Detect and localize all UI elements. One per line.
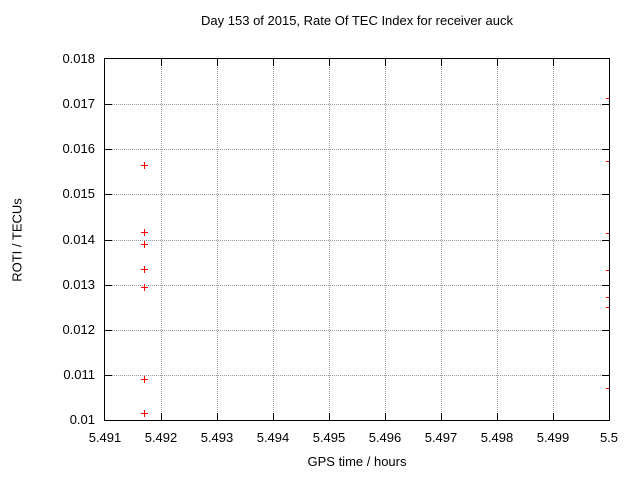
data-point-marker	[606, 304, 609, 311]
y-tick-label: 0.016	[62, 141, 95, 157]
gridline-horizontal	[105, 194, 609, 196]
axis-tick-top	[329, 59, 330, 66]
axis-tick-right	[602, 239, 609, 241]
data-point-marker	[141, 283, 149, 291]
data-point-marker	[141, 241, 149, 249]
y-tick-label: 0.014	[62, 231, 95, 247]
x-tick-label: 5.5	[599, 430, 619, 445]
axis-tick-right	[602, 374, 609, 376]
axis-tick-left	[105, 239, 112, 241]
axis-tick-left	[105, 284, 112, 286]
axis-tick-left	[105, 149, 112, 151]
axis-tick-bottom	[385, 413, 386, 420]
gridline-horizontal	[105, 329, 609, 331]
axis-tick-top	[385, 59, 386, 66]
y-tick-label: 0.015	[62, 186, 95, 202]
gridline-vertical	[441, 59, 442, 420]
axis-tick-top	[161, 59, 162, 66]
axis-tick-right	[602, 329, 609, 331]
chart-title: Day 153 of 2015, Rate Of TEC Index for r…	[201, 13, 513, 28]
plot-border	[104, 58, 610, 421]
data-point-marker	[141, 228, 149, 236]
x-tick-label: 5.496	[368, 430, 402, 445]
axis-tick-left	[105, 329, 112, 331]
axis-tick-top	[273, 59, 274, 66]
data-point-marker	[606, 230, 609, 237]
gridline-horizontal	[105, 374, 609, 376]
gridline-horizontal	[105, 284, 609, 286]
gridline-vertical	[385, 59, 386, 420]
gridline-vertical	[217, 59, 218, 420]
axis-tick-top	[441, 59, 442, 66]
x-tick-label: 5.494	[256, 430, 290, 445]
y-tick-label: 0.017	[62, 96, 95, 112]
data-point-marker	[606, 95, 609, 102]
x-tick-label: 5.492	[144, 430, 178, 445]
axis-tick-right	[602, 194, 609, 196]
plot-area	[105, 59, 609, 420]
data-point-marker	[606, 158, 609, 165]
y-tick-label: 0.01	[69, 412, 95, 427]
gridline-vertical	[161, 59, 162, 420]
data-point-marker	[141, 410, 149, 418]
axis-tick-top	[497, 59, 498, 66]
y-tick-label: 0.013	[62, 276, 95, 292]
gridline-vertical	[329, 59, 330, 420]
data-point-marker	[606, 267, 609, 274]
y-tick-label: 0.012	[62, 321, 95, 337]
axis-tick-bottom	[441, 413, 442, 420]
gridline-vertical	[553, 59, 554, 420]
x-tick-label: 5.499	[536, 430, 570, 445]
axis-tick-left	[105, 104, 112, 106]
axis-tick-right	[602, 104, 609, 106]
x-tick-label: 5.495	[312, 430, 346, 445]
data-point-marker	[141, 266, 149, 274]
gridline-horizontal	[105, 239, 609, 241]
data-point-marker	[141, 162, 149, 170]
data-point-marker	[141, 376, 149, 384]
x-tick-label: 5.497	[424, 430, 458, 445]
gridline-vertical	[273, 59, 274, 420]
x-tick-label: 5.493	[200, 430, 234, 445]
data-point-marker	[606, 294, 609, 301]
axis-tick-right	[602, 284, 609, 286]
axis-tick-bottom	[497, 413, 498, 420]
gridline-vertical	[497, 59, 498, 420]
x-axis-label: GPS time / hours	[307, 454, 407, 469]
x-tick-label: 5.491	[88, 430, 122, 445]
axis-tick-bottom	[273, 413, 274, 420]
axis-tick-top	[553, 59, 554, 66]
y-tick-label: 0.011	[63, 366, 95, 382]
y-tick-label: 0.018	[62, 51, 95, 66]
axis-tick-left	[105, 194, 112, 196]
axis-tick-right	[602, 149, 609, 151]
axis-tick-top	[217, 59, 218, 66]
gridline-horizontal	[105, 149, 609, 151]
axis-tick-bottom	[217, 413, 218, 420]
data-point-marker	[606, 385, 609, 392]
axis-tick-bottom	[553, 413, 554, 420]
axis-tick-left	[105, 374, 112, 376]
axis-tick-bottom	[161, 413, 162, 420]
axis-tick-bottom	[329, 413, 330, 420]
gridline-horizontal	[105, 104, 609, 106]
x-tick-label: 5.498	[480, 430, 514, 445]
